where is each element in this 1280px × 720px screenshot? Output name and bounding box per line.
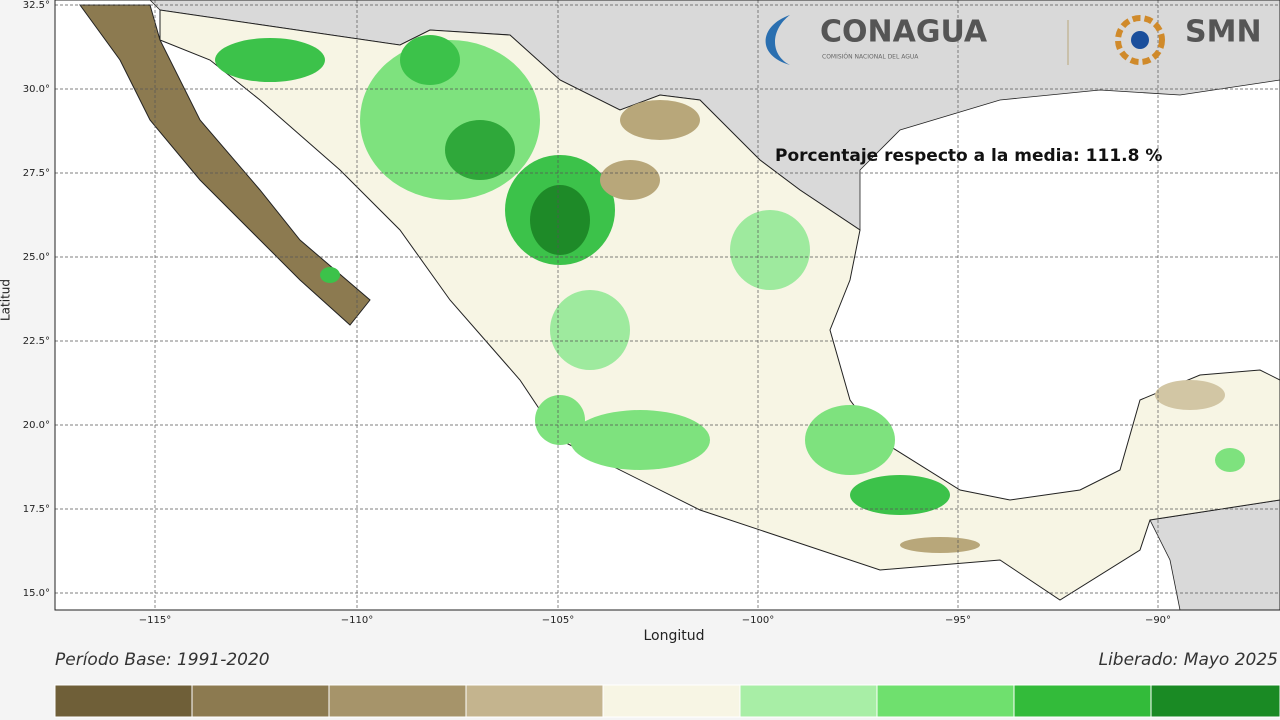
y-tick-label: 17.5° bbox=[23, 504, 50, 515]
colorbar bbox=[54, 684, 1280, 718]
logo-text: CONAGUA bbox=[820, 15, 988, 50]
graticule bbox=[55, 0, 1280, 610]
x-tick-label: −105° bbox=[542, 615, 574, 626]
baja-california bbox=[79, 4, 371, 326]
x-tick-label: −100° bbox=[742, 615, 774, 626]
anomaly-shading bbox=[215, 35, 1245, 553]
logo-conagua: CONAGUA COMISIÓN NACIONAL DEL AGUA bbox=[765, 15, 988, 65]
logo-smn: SMN bbox=[1115, 15, 1262, 65]
map-frame bbox=[54, 0, 1280, 611]
logo-subtext: COMISIÓN NACIONAL DEL AGUA bbox=[822, 54, 919, 61]
x-axis-label: Longitud bbox=[643, 628, 704, 644]
y-tick-label: 22.5° bbox=[23, 336, 50, 347]
y-tick-label: 32.5° bbox=[23, 0, 50, 11]
base-period: Período Base: 1991-2020 bbox=[55, 650, 270, 670]
x-tick-label: −90° bbox=[1145, 615, 1171, 626]
y-tick-label: 15.0° bbox=[23, 588, 50, 599]
y-tick-label: 30.0° bbox=[23, 84, 50, 95]
y-axis-label: Latitud bbox=[0, 279, 13, 321]
y-tick-label: 27.5° bbox=[23, 168, 50, 179]
next-arrow[interactable] bbox=[1193, 300, 1217, 336]
y-tick-label: 20.0° bbox=[23, 420, 50, 431]
annotation: Porcentaje respecto a la media: 111.8 % bbox=[775, 146, 1162, 166]
x-tick-label: −115° bbox=[139, 615, 171, 626]
x-tick-label: −95° bbox=[945, 615, 971, 626]
release-date: Liberado: Mayo 2025 bbox=[1099, 650, 1278, 670]
x-tick-label: −110° bbox=[341, 615, 373, 626]
logo-text: SMN bbox=[1185, 15, 1262, 50]
prev-arrow[interactable] bbox=[71, 300, 95, 336]
y-tick-label: 25.0° bbox=[23, 252, 50, 263]
